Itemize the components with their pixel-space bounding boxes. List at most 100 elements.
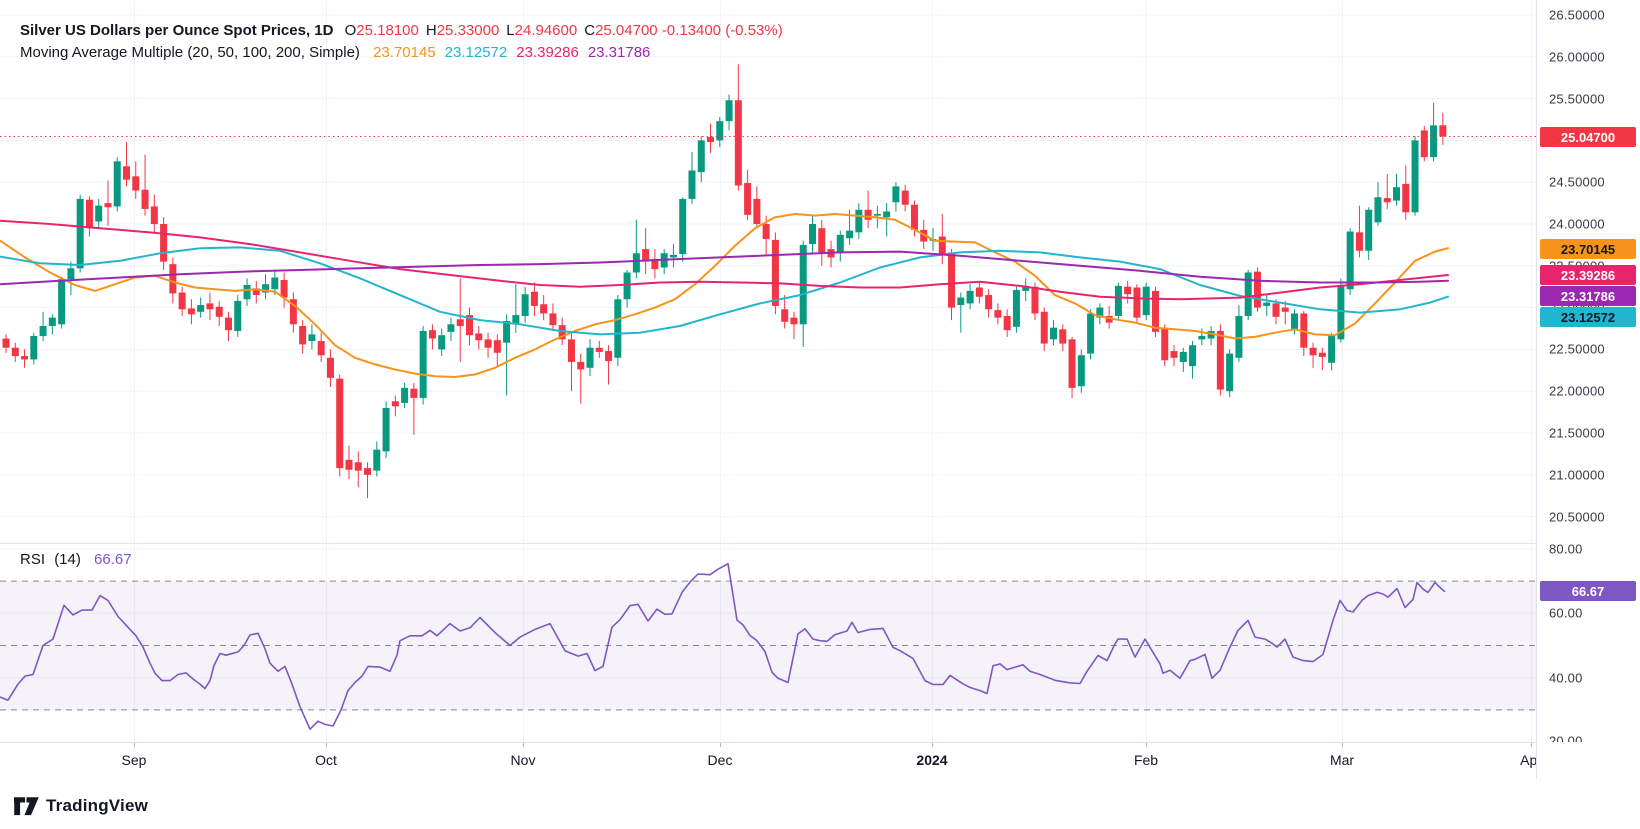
ohlc-label: C <box>584 22 596 39</box>
time-axis[interactable]: Sep Oct Nov Dec 2024 Feb Mar Apr <box>0 742 1536 780</box>
candle-body <box>1012 290 1020 327</box>
candle-body <box>48 317 56 326</box>
time-axis-label: Feb <box>1133 752 1159 768</box>
candle-body <box>1031 286 1039 314</box>
price-axis-label: 26.50000 <box>1549 7 1605 23</box>
candle-body <box>1383 198 1391 203</box>
candle-body <box>1003 315 1011 331</box>
candle-body <box>1142 286 1150 316</box>
candle-body <box>2 338 10 348</box>
candle-body <box>30 336 38 360</box>
candle-body <box>382 407 390 452</box>
axis-corner <box>1536 742 1640 779</box>
candle-body <box>364 468 372 475</box>
candle-body <box>1346 231 1354 290</box>
time-axis-label: Oct <box>315 752 337 768</box>
candle-body <box>679 198 687 255</box>
candle-body <box>1087 313 1095 354</box>
price-axis-badge: 66.67 <box>1540 581 1636 601</box>
candle-body <box>39 325 47 337</box>
ohlc-label: H <box>425 22 437 39</box>
price-axis-label: 26.00000 <box>1549 49 1605 65</box>
ma-values: 23.70145 23.12572 23.39286 23.31786 <box>364 44 650 61</box>
candle-body <box>966 290 974 304</box>
candle-body <box>271 277 279 290</box>
candle-body <box>873 213 881 216</box>
ma-line-sma-20 <box>0 213 1449 378</box>
candle-body <box>1272 303 1280 317</box>
candle-body <box>1309 347 1317 356</box>
candle-body <box>540 304 548 314</box>
candle-body <box>846 230 854 239</box>
candle-body <box>234 300 242 332</box>
candle-body <box>558 325 566 340</box>
candle-body <box>901 190 909 205</box>
candle-body <box>1198 336 1206 340</box>
candle-body <box>1430 125 1438 158</box>
candle-body <box>948 252 956 308</box>
candle-body <box>818 228 826 254</box>
chart-canvas[interactable] <box>0 0 1536 779</box>
candle-body <box>187 308 195 315</box>
candle-body <box>651 259 659 270</box>
candle-body <box>623 272 631 300</box>
price-axis[interactable]: 26.5000026.0000025.5000025.0000024.50000… <box>1536 0 1640 779</box>
candle-body <box>1411 140 1419 213</box>
candle-body <box>484 339 492 348</box>
ma-value: 23.70145 <box>373 44 436 61</box>
tradingview-logo[interactable]: TradingView <box>14 796 148 816</box>
time-axis-tick <box>523 743 524 747</box>
candle-body <box>725 100 733 122</box>
candle-body <box>289 299 297 325</box>
candle-body <box>1281 307 1289 312</box>
candle-body <box>707 137 715 143</box>
ma-value: 23.12572 <box>444 44 508 61</box>
ohlc-value: 24.94600 <box>514 22 578 39</box>
candle-body <box>753 198 761 224</box>
price-axis-badge: 25.04700 <box>1540 127 1636 147</box>
candle-body <box>1179 351 1187 362</box>
candle-body <box>1114 285 1122 316</box>
rsi-line <box>0 562 1446 730</box>
symbol-legend[interactable]: Silver US Dollars per Ounce Spot Prices,… <box>20 22 783 39</box>
chart-plot-area[interactable]: Silver US Dollars per Ounce Spot Prices,… <box>0 0 1536 779</box>
candle-body <box>790 317 798 325</box>
candle-body <box>1355 232 1363 251</box>
candle-body <box>85 199 93 229</box>
candle-body <box>308 334 316 342</box>
candle-body <box>1318 352 1326 357</box>
candle-body <box>614 299 622 358</box>
rsi-indicator-legend[interactable]: RSI (14) 66.67 <box>20 551 132 568</box>
candle-body <box>141 189 149 209</box>
candle-body <box>512 315 520 325</box>
candle-body <box>456 319 464 326</box>
candle-body <box>466 315 473 336</box>
ohlc-value: 25.18100 <box>356 22 419 39</box>
candle-body <box>1022 285 1030 291</box>
candle-body <box>957 297 965 306</box>
candle-body <box>1151 290 1159 332</box>
candle-body <box>910 204 918 230</box>
candle-body <box>132 176 140 191</box>
tradingview-logo-icon <box>14 796 39 815</box>
time-axis-tick <box>1146 743 1147 747</box>
candle-body <box>1365 209 1373 251</box>
candle-body <box>493 340 501 353</box>
bottom-bar: TradingView <box>0 779 1640 829</box>
candle-body <box>1096 307 1104 318</box>
candle-body <box>1263 302 1271 306</box>
price-axis-label: 80.00 <box>1549 541 1583 557</box>
candle-body <box>762 224 770 240</box>
candle-body <box>1105 315 1113 323</box>
tradingview-logo-text: TradingView <box>46 796 149 815</box>
candle-body <box>215 306 223 317</box>
ma-indicator-legend[interactable]: Moving Average Multiple (20, 50, 100, 20… <box>20 44 650 61</box>
time-axis-label: Nov <box>510 752 536 768</box>
symbol-title: Silver US Dollars per Ounce Spot Prices,… <box>20 22 334 39</box>
rsi-title: RSI <box>20 551 46 568</box>
price-axis-label: 40.00 <box>1549 670 1583 686</box>
candle-body <box>864 209 872 220</box>
candle-body <box>1170 351 1178 358</box>
ma-line-sma-100 <box>0 219 1449 301</box>
